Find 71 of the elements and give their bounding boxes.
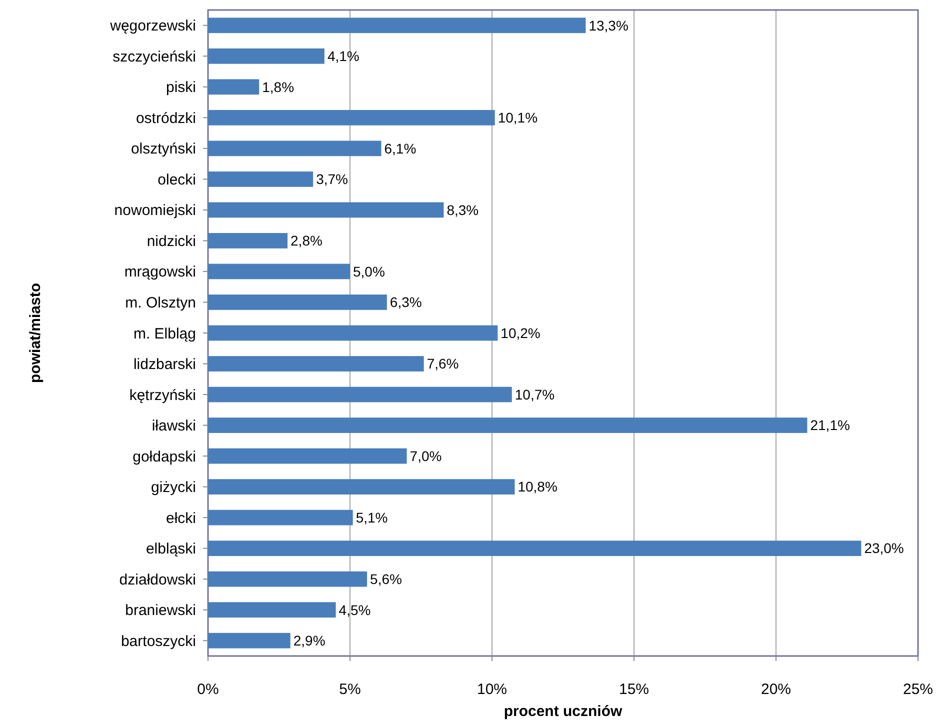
- bar: [208, 448, 407, 464]
- data-label: 8,3%: [446, 202, 479, 218]
- bar: [208, 79, 260, 95]
- bar: [208, 172, 314, 187]
- y-tick-label: braniewski: [125, 602, 196, 620]
- data-label: 7,6%: [426, 356, 459, 372]
- bar: [208, 602, 336, 618]
- y-tick-label: mrągowski: [124, 264, 196, 281]
- bar: [208, 632, 290, 648]
- y-tick-label: szczycieński: [112, 48, 196, 66]
- y-axis-title: powiat/miasto: [27, 282, 44, 384]
- x-tick-label: 5%: [339, 681, 361, 698]
- data-label: 7,0%: [410, 448, 442, 464]
- data-label: 5,0%: [353, 263, 385, 280]
- bar: [208, 325, 498, 341]
- bar: [208, 140, 382, 156]
- y-tick-label: działdowski: [119, 571, 196, 588]
- y-tick-label: nowomiejski: [114, 202, 196, 220]
- bar: [208, 510, 353, 526]
- data-label: 21,1%: [810, 417, 850, 434]
- bar: [208, 233, 288, 248]
- y-tick-label: nidzicki: [146, 232, 196, 250]
- x-tick-label: 25%: [902, 681, 934, 698]
- x-tick-label: 20%: [760, 681, 792, 698]
- data-label: 3,7%: [316, 171, 348, 188]
- y-tick-label: m. Olsztyn: [125, 294, 196, 312]
- data-label: 10,2%: [500, 324, 540, 341]
- data-label: 5,6%: [370, 570, 402, 587]
- data-label: 10,8%: [518, 478, 558, 495]
- y-tick-label: ostródzki: [136, 110, 196, 127]
- x-axis-title: procent uczniów: [504, 703, 622, 720]
- bar: [208, 571, 368, 587]
- y-tick-label: m. Elbląg: [133, 325, 196, 342]
- bar: [208, 48, 324, 64]
- y-tick-label: lidzbarski: [133, 356, 196, 374]
- bar: [208, 110, 495, 126]
- data-label: 5,1%: [356, 509, 388, 526]
- y-tick-label: iławski: [152, 418, 196, 435]
- x-tick-label: 0%: [197, 681, 219, 698]
- y-tick-label: elbląski: [146, 540, 196, 558]
- data-label: 1,8%: [262, 78, 294, 95]
- y-tick-label: olsztyński: [130, 140, 196, 158]
- x-tick-label: 10%: [476, 681, 508, 698]
- data-label: 10,7%: [514, 386, 555, 402]
- y-tick-label: giżycki: [150, 479, 196, 496]
- bar: [208, 202, 444, 218]
- y-tick-label: węgorzewski: [109, 18, 196, 35]
- bar: [208, 294, 387, 310]
- bar: [208, 479, 515, 494]
- data-label: 4,5%: [338, 602, 371, 618]
- bar: [208, 356, 424, 372]
- y-tick-label: ełcki: [166, 510, 196, 527]
- bar: [208, 264, 350, 280]
- y-tick-label: olecki: [158, 171, 196, 188]
- data-label: 6,1%: [384, 140, 416, 156]
- data-label: 2,8%: [290, 232, 322, 249]
- bar: [208, 386, 512, 402]
- data-label: 13,3%: [588, 17, 628, 34]
- x-tick-label: 15%: [618, 681, 650, 698]
- y-tick-label: kętrzyński: [129, 386, 196, 404]
- data-label: 6,3%: [390, 294, 422, 310]
- y-tick-label: bartoszycki: [120, 632, 196, 650]
- data-label: 10,1%: [498, 110, 538, 126]
- data-label: 23,0%: [864, 540, 904, 556]
- data-label: 2,9%: [293, 632, 326, 649]
- data-label: 4,1%: [327, 48, 360, 64]
- bar: [208, 418, 808, 433]
- y-tick-label: gołdapski: [132, 448, 196, 466]
- bar: [208, 18, 586, 34]
- bar: [208, 540, 862, 556]
- y-tick-label: piski: [166, 79, 196, 96]
